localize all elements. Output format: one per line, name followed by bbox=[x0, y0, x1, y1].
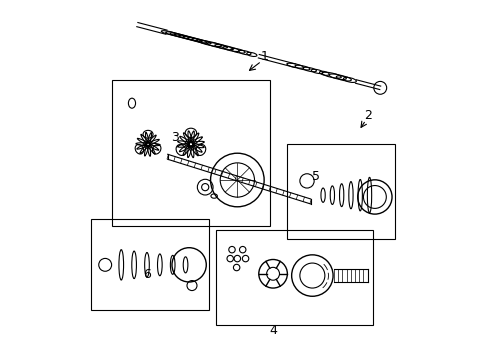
Text: 4: 4 bbox=[268, 324, 276, 337]
Text: 6: 6 bbox=[143, 268, 151, 281]
Text: 1: 1 bbox=[260, 50, 267, 63]
Text: 5: 5 bbox=[311, 170, 319, 183]
Text: 3: 3 bbox=[170, 131, 179, 144]
Bar bbox=[112, 80, 269, 226]
Bar bbox=[91, 219, 208, 310]
Bar bbox=[216, 230, 372, 325]
Text: 2: 2 bbox=[363, 109, 371, 122]
Bar bbox=[287, 144, 394, 239]
